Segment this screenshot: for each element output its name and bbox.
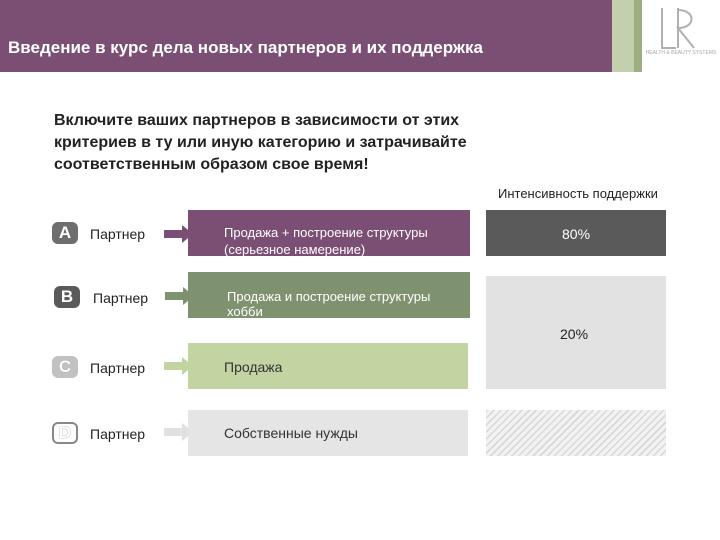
category-a-badge: A bbox=[52, 222, 78, 244]
category-c-text: Продажа bbox=[224, 359, 283, 375]
category-d-bar: Собственные нужды bbox=[188, 410, 468, 456]
arrow-right-icon bbox=[165, 287, 194, 305]
partner-label-b: Партнер bbox=[93, 290, 149, 306]
intro-text: Включите ваших партнеров в зависимости о… bbox=[54, 110, 614, 176]
category-b-text-1: Продажа и построение структуры bbox=[227, 289, 431, 304]
category-a-text-1: Продажа + построение структуры bbox=[224, 225, 428, 240]
category-b-bar: Продажа и построение структуры хобби bbox=[188, 272, 470, 319]
partner-label-c: Партнер bbox=[90, 360, 146, 376]
support-none-box bbox=[486, 410, 666, 456]
category-b-text-2: хобби bbox=[227, 304, 263, 319]
category-d-text: Собственные нужды bbox=[224, 425, 358, 441]
partner-label-a: Партнер bbox=[90, 226, 146, 242]
category-a-bar: Продажа + построение структуры (серьезно… bbox=[188, 210, 470, 257]
logo-subtitle: HEALTH & BEAUTY SYSTEMS bbox=[645, 50, 717, 56]
support-high-box: 80% bbox=[486, 210, 666, 256]
lr-logo-icon bbox=[661, 8, 695, 49]
intro-line: Включите ваших партнеров в зависимости о… bbox=[54, 112, 460, 129]
category-c-badge: C bbox=[52, 356, 78, 378]
category-a-text-2: (серьезное намерение) bbox=[224, 242, 366, 257]
category-d-badge: D bbox=[52, 422, 78, 444]
support-intensity-label: Интенсивность поддержки bbox=[498, 186, 658, 201]
category-c-bar: Продажа bbox=[188, 343, 468, 389]
arrow-right-icon bbox=[164, 423, 193, 441]
support-low-box: 20% bbox=[486, 276, 666, 389]
logo-area: HEALTH & BEAUTY SYSTEMS bbox=[642, 0, 720, 72]
arrow-right-icon bbox=[164, 357, 193, 375]
intro-line: соответственным образом свое время! bbox=[54, 156, 369, 173]
category-b-badge: B bbox=[54, 286, 80, 308]
page-title: Введение в курс дела новых партнеров и и… bbox=[8, 38, 483, 57]
partner-label-d: Партнер bbox=[90, 426, 146, 442]
header-stripe-light bbox=[612, 0, 634, 72]
support-high-percent: 80% bbox=[562, 226, 591, 242]
header-bar: Введение в курс дела новых партнеров и и… bbox=[0, 0, 612, 72]
header-stripe-dark bbox=[634, 0, 642, 72]
support-low-percent: 20% bbox=[560, 326, 589, 342]
arrow-right-icon bbox=[164, 225, 193, 243]
intro-line: критериев в ту или иную категорию и затр… bbox=[54, 134, 467, 151]
